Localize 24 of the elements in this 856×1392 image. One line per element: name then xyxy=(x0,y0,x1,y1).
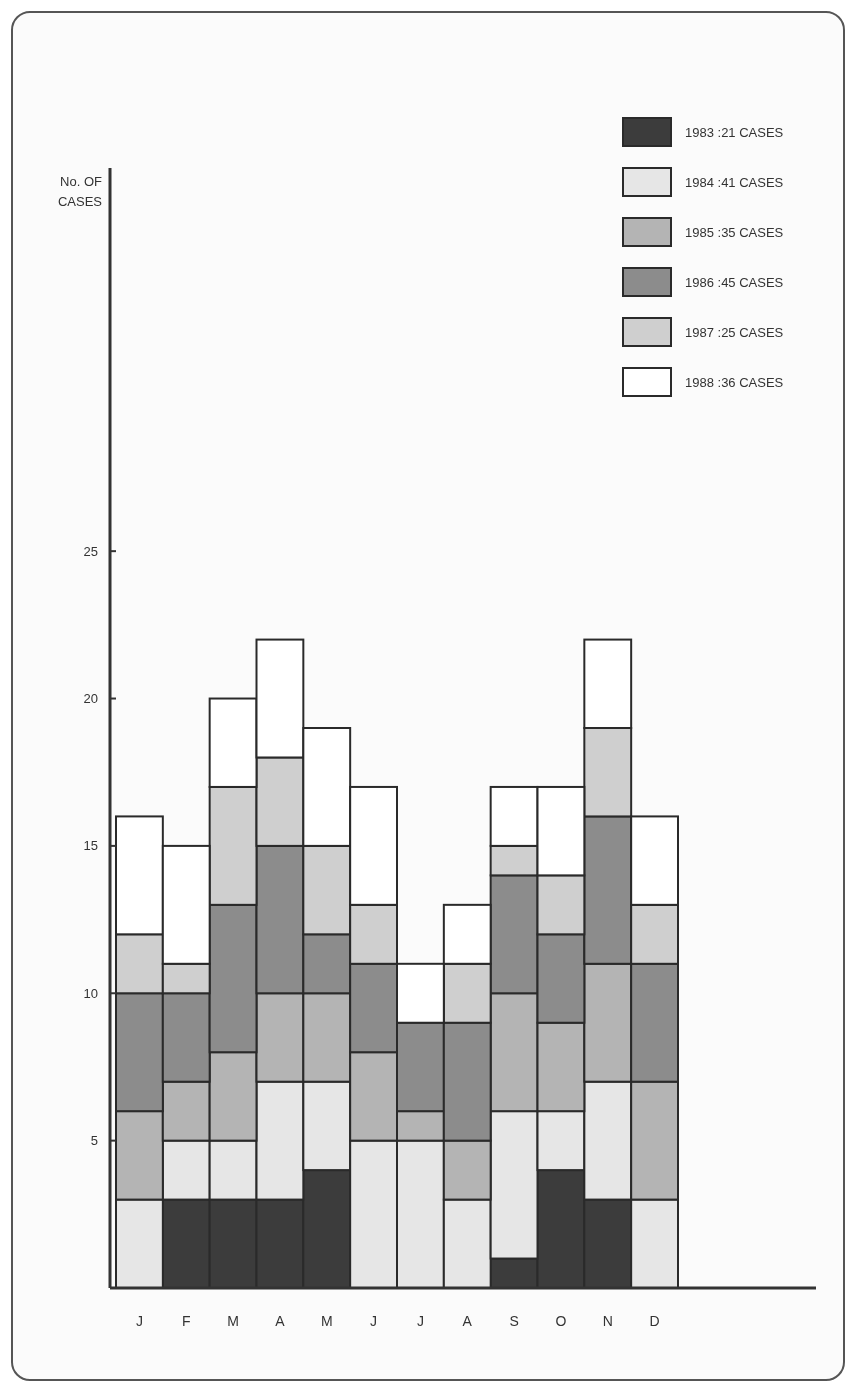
legend-label: 1987 :25 CASES xyxy=(685,324,784,340)
x-tick-label: O xyxy=(555,1312,567,1329)
x-tick-label: M xyxy=(227,1312,239,1329)
legend-label: 1988 :36 CASES xyxy=(685,374,784,390)
y-tick-label: 10 xyxy=(83,985,98,1001)
y-tick-label: 5 xyxy=(90,1133,98,1149)
x-tick-label: S xyxy=(509,1312,519,1329)
x-tick-label: M xyxy=(320,1312,333,1329)
y-tick-label: 20 xyxy=(83,691,98,707)
legend-label: 1983 :21 CASES xyxy=(685,124,784,140)
x-tick-label: A xyxy=(462,1312,473,1329)
x-tick-label: F xyxy=(181,1312,191,1329)
x-tick-label: J xyxy=(370,1312,378,1329)
y-tick-label: 15 xyxy=(83,838,98,854)
y-tick-label: 25 xyxy=(83,543,98,559)
y-axis-title: No. OF CASES xyxy=(57,174,103,209)
x-tick-label: N xyxy=(602,1312,613,1329)
legend-label: 1984 :41 CASES xyxy=(685,174,784,190)
legend-label: 1985 :35 CASES xyxy=(685,224,784,240)
x-tick-label: A xyxy=(275,1312,286,1329)
x-tick-label: J xyxy=(416,1312,424,1329)
legend-label: 1986 :45 CASES xyxy=(685,274,784,290)
x-tick-label: D xyxy=(649,1312,660,1329)
x-tick-label: J xyxy=(135,1312,143,1329)
